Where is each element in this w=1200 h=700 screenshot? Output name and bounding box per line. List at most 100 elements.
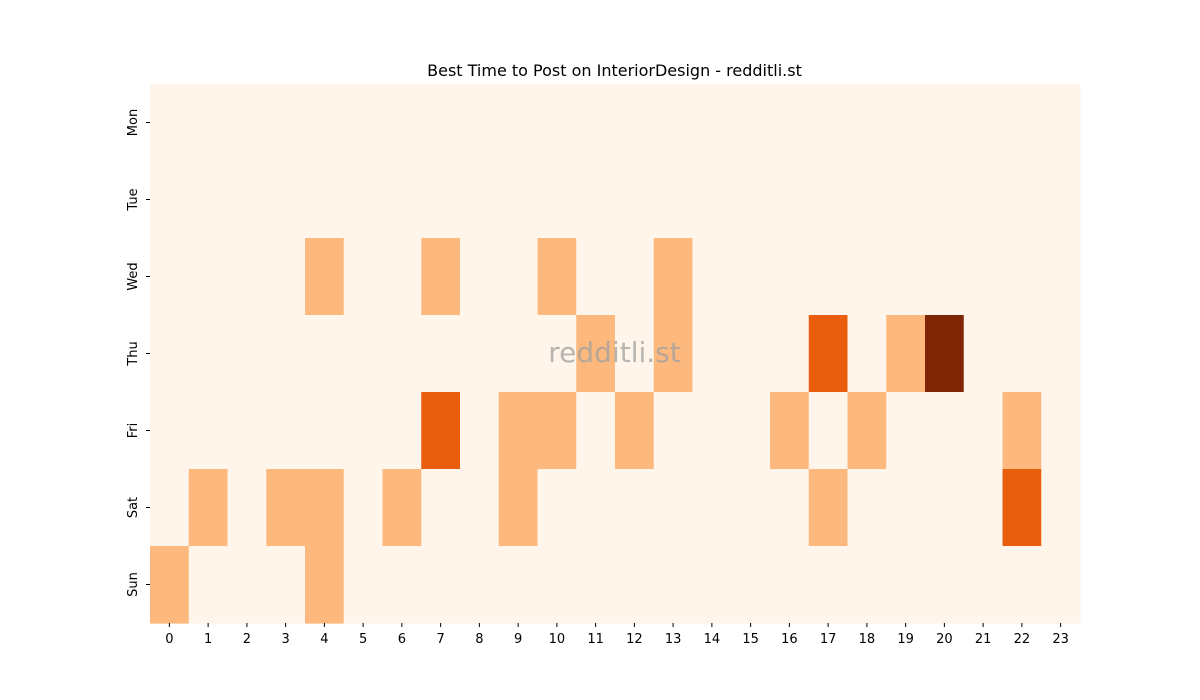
heatmap-cell-sun-4: [305, 546, 345, 624]
heatmap-cell-fri-11: [576, 392, 616, 470]
heatmap-cell-sun-22: [1002, 546, 1042, 624]
x-tick-label: 23: [1052, 632, 1069, 647]
heatmap-cell-tue-20: [925, 161, 965, 239]
heatmap-cell-sat-16: [770, 469, 810, 547]
heatmap-cell-tue-8: [460, 161, 500, 239]
heatmap-cell-fri-12: [615, 392, 655, 470]
y-tick-label: Wed: [126, 262, 141, 290]
heatmap-cell-wed-16: [770, 238, 810, 316]
heatmap-cell-mon-9: [498, 84, 539, 162]
heatmap-cell-sun-15: [731, 546, 771, 624]
x-tick-label: 14: [704, 632, 721, 647]
heatmap-cell-sat-0: [150, 469, 190, 547]
x-tick-label: 8: [475, 632, 483, 647]
heatmap-cell-mon-14: [692, 84, 732, 162]
heatmap-cell-mon-13: [653, 84, 694, 162]
heatmap-cell-thu-4: [305, 315, 345, 393]
heatmap-cell-fri-1: [188, 392, 229, 470]
heatmap-cell-sat-3: [266, 469, 306, 547]
x-tick-label: 4: [320, 632, 328, 647]
heatmap-cells: [150, 84, 1081, 624]
heatmap-cell-fri-3: [266, 392, 306, 470]
heatmap-cell-mon-7: [421, 84, 461, 162]
heatmap-cell-mon-19: [886, 84, 926, 162]
heatmap-cell-thu-12: [615, 315, 655, 393]
heatmap-cell-thu-13: [653, 315, 694, 393]
heatmap-cell-thu-11: [576, 315, 616, 393]
heatmap-cell-fri-18: [847, 392, 887, 470]
heatmap-cell-sat-10: [537, 469, 577, 547]
heatmap-cell-mon-6: [382, 84, 422, 162]
heatmap-cell-wed-22: [1002, 238, 1042, 316]
heatmap-cell-thu-16: [770, 315, 810, 393]
heatmap-cell-sat-22: [1002, 469, 1042, 547]
heatmap-cell-sun-23: [1041, 546, 1081, 624]
heatmap-cell-sat-19: [886, 469, 926, 547]
x-tick-label: 13: [665, 632, 682, 647]
heatmap-cell-mon-11: [576, 84, 616, 162]
heatmap-cell-wed-13: [653, 238, 694, 316]
y-tick-label: Thu: [126, 341, 141, 366]
heatmap-cell-wed-11: [576, 238, 616, 316]
heatmap-cell-mon-12: [615, 84, 655, 162]
heatmap-cell-wed-8: [460, 238, 500, 316]
heatmap-cell-fri-5: [343, 392, 384, 470]
heatmap-cell-thu-2: [227, 315, 267, 393]
heatmap-cell-thu-1: [188, 315, 229, 393]
heatmap-cell-sat-5: [343, 469, 384, 547]
heatmap-cell-thu-9: [498, 315, 539, 393]
heatmap-cell-sun-10: [537, 546, 577, 624]
heatmap-cell-wed-14: [692, 238, 732, 316]
heatmap-cell-tue-2: [227, 161, 267, 239]
heatmap-cell-wed-2: [227, 238, 267, 316]
heatmap-cell-sat-21: [963, 469, 1004, 547]
heatmap-cell-tue-19: [886, 161, 926, 239]
heatmap-cell-thu-0: [150, 315, 190, 393]
heatmap-cell-sat-11: [576, 469, 616, 547]
heatmap-cell-tue-13: [653, 161, 694, 239]
heatmap-cell-sat-12: [615, 469, 655, 547]
heatmap-cell-fri-10: [537, 392, 577, 470]
watermark-text: redditli.st: [548, 336, 680, 369]
x-tick-label: 1: [204, 632, 212, 647]
heatmap-cell-mon-16: [770, 84, 810, 162]
heatmap-cell-thu-21: [963, 315, 1004, 393]
heatmap-cell-sat-23: [1041, 469, 1081, 547]
x-tick-label: 3: [281, 632, 289, 647]
heatmap-cell-mon-18: [847, 84, 887, 162]
x-tick-label: 11: [587, 632, 604, 647]
heatmap-cell-sun-5: [343, 546, 384, 624]
heatmap-cell-wed-21: [963, 238, 1004, 316]
heatmap-cell-sun-14: [692, 546, 732, 624]
heatmap-cell-thu-22: [1002, 315, 1042, 393]
heatmap-cell-mon-21: [963, 84, 1004, 162]
x-tick-label: 17: [820, 632, 837, 647]
heatmap-cell-sun-6: [382, 546, 422, 624]
x-tick-label: 21: [975, 632, 992, 647]
heatmap-cell-sat-2: [227, 469, 267, 547]
heatmap-cell-wed-19: [886, 238, 926, 316]
heatmap-cell-fri-22: [1002, 392, 1042, 470]
chart-title: Best Time to Post on InteriorDesign - re…: [427, 61, 802, 80]
heatmap-cell-fri-20: [925, 392, 965, 470]
heatmap-cell-mon-5: [343, 84, 384, 162]
heatmap-cell-thu-15: [731, 315, 771, 393]
heatmap-cell-thu-19: [886, 315, 926, 393]
heatmap-cell-tue-17: [808, 161, 849, 239]
heatmap-cell-tue-7: [421, 161, 461, 239]
heatmap-cell-thu-10: [537, 315, 577, 393]
heatmap-cell-fri-14: [692, 392, 732, 470]
heatmap-cell-wed-15: [731, 238, 771, 316]
heatmap-cell-sun-11: [576, 546, 616, 624]
x-tick-label: 0: [165, 632, 173, 647]
heatmap-cell-wed-17: [808, 238, 849, 316]
x-tick-label: 5: [359, 632, 367, 647]
heatmap-cell-wed-1: [188, 238, 229, 316]
heatmap-cell-mon-0: [150, 84, 190, 162]
heatmap-cell-sun-0: [150, 546, 190, 624]
x-tick-label: 20: [936, 632, 953, 647]
heatmap-cell-fri-2: [227, 392, 267, 470]
heatmap-cell-thu-8: [460, 315, 500, 393]
heatmap-cell-mon-1: [188, 84, 229, 162]
